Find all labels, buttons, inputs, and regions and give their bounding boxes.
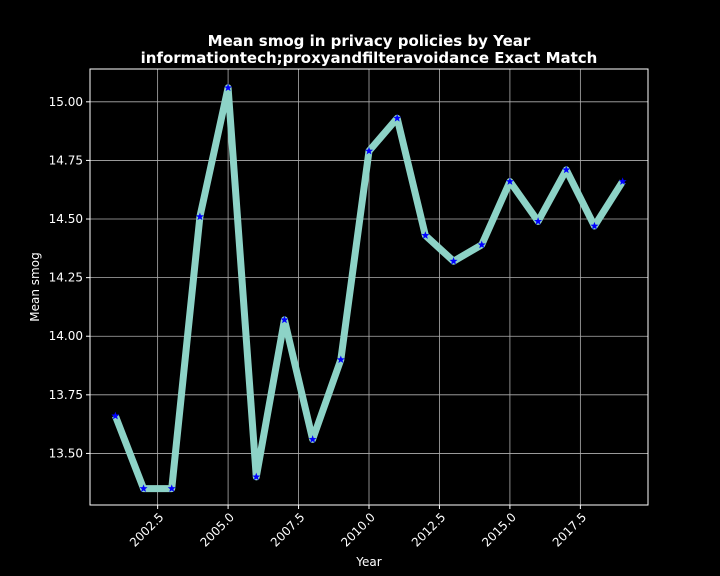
chart-title: Mean smog in privacy policies by Year xyxy=(208,32,531,50)
data-point xyxy=(477,240,486,249)
y-axis-ticks: 13.50 13.75 14.00 14.25 14.50 14.75 15.00 xyxy=(49,95,90,460)
y-tick-label: 14.50 xyxy=(49,212,83,226)
data-point xyxy=(111,411,120,420)
data-point xyxy=(534,217,543,225)
y-tick-label: 14.75 xyxy=(49,153,83,167)
data-point xyxy=(252,472,261,481)
y-tick-label: 14.25 xyxy=(49,271,83,285)
y-tick-label: 13.75 xyxy=(49,388,83,402)
data-point xyxy=(308,435,317,443)
chart-subtitle: informationtech;proxyandfilteravoidance … xyxy=(141,49,598,67)
data-point xyxy=(421,231,430,239)
data-point xyxy=(449,257,458,265)
data-point xyxy=(590,221,599,230)
data-point xyxy=(224,83,233,92)
data-point xyxy=(393,114,402,122)
series xyxy=(111,83,627,493)
data-point xyxy=(195,212,204,221)
data-point xyxy=(167,484,176,492)
y-axis-label: Mean smog xyxy=(28,252,42,321)
data-point xyxy=(365,146,373,155)
data-point xyxy=(505,177,514,185)
data-point xyxy=(336,355,345,364)
data-point xyxy=(280,315,289,324)
y-tick-label: 14.00 xyxy=(49,329,83,343)
data-point xyxy=(139,484,148,492)
data-point xyxy=(618,177,627,185)
y-tick-label: 15.00 xyxy=(49,95,83,109)
data-point xyxy=(562,165,571,174)
x-axis-label: Year xyxy=(355,555,381,569)
y-tick-label: 13.50 xyxy=(49,446,83,460)
